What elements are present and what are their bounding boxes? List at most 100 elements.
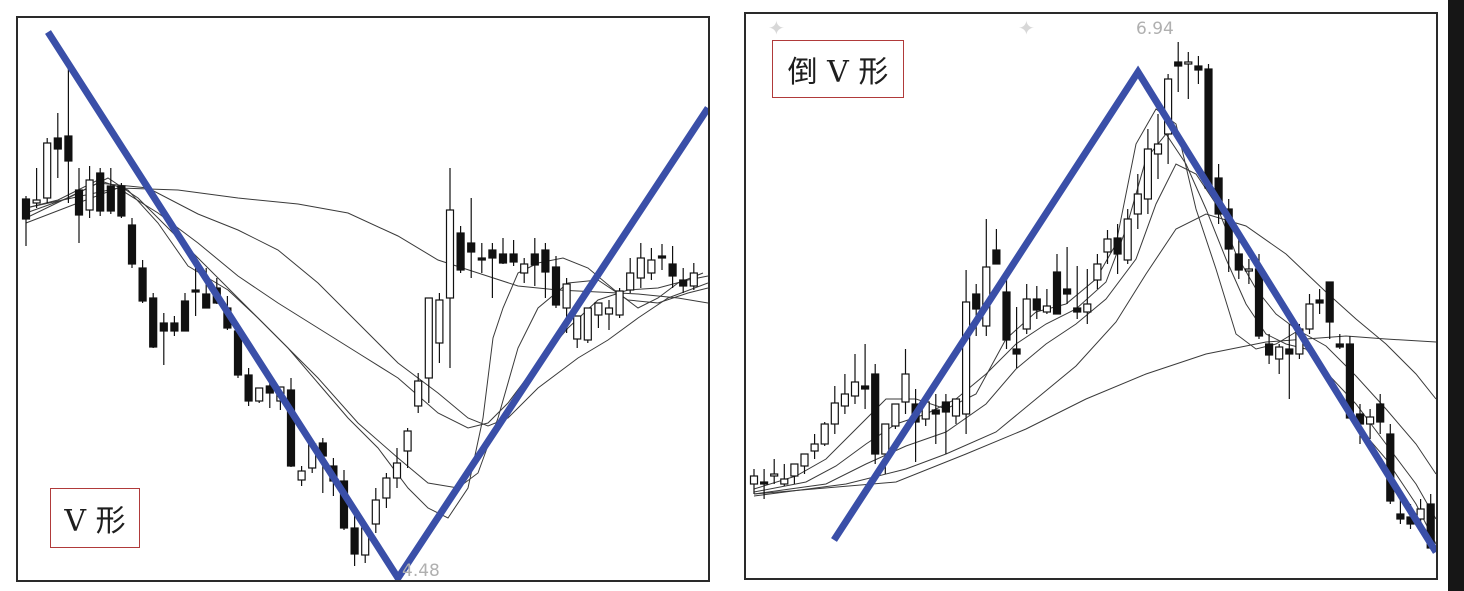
bearish-candle — [53, 137, 62, 150]
bearish-candle — [551, 266, 561, 306]
inverted-v-pattern-chart — [749, 42, 1438, 554]
bearish-candle — [541, 249, 550, 273]
bearish-candle — [871, 373, 880, 455]
bullish-candle — [594, 302, 603, 316]
bullish-candle — [1093, 263, 1102, 281]
trend-line — [831, 65, 1436, 554]
bullish-candle — [604, 307, 614, 315]
moving-average-line — [25, 187, 708, 304]
bullish-candle — [636, 257, 645, 279]
bullish-candle — [1365, 416, 1375, 425]
bullish-candle — [1437, 544, 1438, 554]
bullish-candle — [403, 430, 412, 452]
bullish-candle — [1416, 508, 1425, 520]
bullish-candle — [689, 272, 698, 287]
bullish-candle — [850, 381, 860, 397]
bearish-candle — [244, 374, 253, 402]
bullish-candle — [951, 398, 961, 417]
bearish-candle — [477, 257, 486, 261]
bullish-candle — [626, 272, 635, 291]
bearish-candle — [1174, 61, 1183, 67]
bearish-candle — [1002, 291, 1011, 341]
bullish-candle — [840, 393, 850, 407]
moving-average-line — [25, 179, 704, 519]
bullish-candle — [901, 373, 910, 403]
bullish-candle — [414, 380, 423, 407]
bearish-candle — [1325, 281, 1334, 323]
v-pattern-label: V 形 — [50, 488, 140, 548]
bearish-candle — [1113, 237, 1122, 255]
bullish-candle — [520, 263, 529, 274]
bearish-candle — [1335, 343, 1344, 348]
bullish-candle — [255, 387, 264, 402]
bearish-candle — [21, 198, 31, 220]
bullish-candle — [445, 209, 455, 299]
bearish-candle — [1073, 307, 1082, 313]
bearish-candle — [191, 289, 200, 293]
bullish-candle — [1244, 268, 1253, 272]
bullish-candle — [562, 283, 571, 309]
bearish-candle — [1254, 268, 1264, 337]
moving-average-line — [25, 177, 708, 489]
bearish-candle — [1012, 348, 1021, 355]
bullish-candle — [1164, 78, 1173, 135]
bullish-candle — [583, 307, 592, 341]
high-price-label: 6.94 — [1136, 19, 1174, 39]
bullish-candle — [43, 142, 52, 199]
bearish-candle — [170, 322, 179, 332]
bearish-candle — [180, 300, 190, 332]
bullish-candle — [573, 315, 582, 340]
bearish-candle — [1052, 271, 1062, 315]
star-marker-icon: ✦ — [1018, 16, 1035, 40]
bearish-candle — [1234, 253, 1243, 271]
bearish-candle — [972, 293, 981, 310]
inverted-v-pattern-chart-panel: ✦ ✦ 6.94 倒 V 形 — [744, 12, 1438, 580]
bullish-candle — [1083, 303, 1092, 313]
bearish-candle — [456, 232, 465, 271]
bearish-candle — [679, 279, 688, 287]
bullish-candle — [820, 423, 829, 445]
bearish-candle — [138, 267, 147, 302]
bullish-candle — [891, 403, 900, 427]
inverted-v-pattern-label: 倒 V 形 — [772, 40, 904, 98]
bearish-candle — [1204, 68, 1213, 189]
bearish-candle — [117, 185, 126, 217]
bearish-candle — [657, 255, 667, 259]
bearish-candle — [1315, 299, 1324, 304]
bearish-candle — [1386, 433, 1395, 502]
bearish-candle — [1264, 343, 1274, 356]
bearish-candle — [1063, 288, 1072, 295]
bearish-candle — [941, 401, 950, 413]
bullish-candle — [297, 470, 306, 481]
bearish-candle — [96, 172, 105, 212]
bearish-candle — [931, 409, 940, 415]
bullish-candle — [800, 453, 809, 467]
bearish-candle — [202, 293, 211, 309]
bearish-candle — [159, 322, 168, 332]
bearish-candle — [127, 224, 137, 265]
bullish-candle — [1275, 346, 1284, 360]
bearish-candle — [467, 242, 476, 253]
bearish-candle — [498, 253, 508, 264]
bearish-candle — [1032, 298, 1041, 311]
bearish-candle — [350, 527, 359, 555]
bullish-candle — [1305, 303, 1314, 330]
moving-average-line — [753, 335, 1436, 495]
bullish-candle — [424, 297, 433, 379]
bullish-candle — [830, 402, 839, 425]
bullish-candle — [770, 473, 779, 477]
bearish-candle — [860, 385, 870, 390]
moving-average-line — [753, 133, 1436, 520]
bullish-candle — [85, 179, 94, 211]
bearish-candle — [488, 249, 497, 259]
trend-line — [45, 30, 708, 580]
bearish-candle — [1194, 65, 1203, 71]
bearish-candle — [74, 189, 84, 216]
v-pattern-chart — [21, 30, 708, 580]
bullish-candle — [1133, 193, 1142, 215]
bullish-candle — [392, 462, 402, 479]
bearish-candle — [106, 185, 115, 212]
moving-average-line — [25, 182, 708, 427]
bullish-candle — [1143, 148, 1152, 200]
moving-average-line — [753, 213, 1436, 497]
